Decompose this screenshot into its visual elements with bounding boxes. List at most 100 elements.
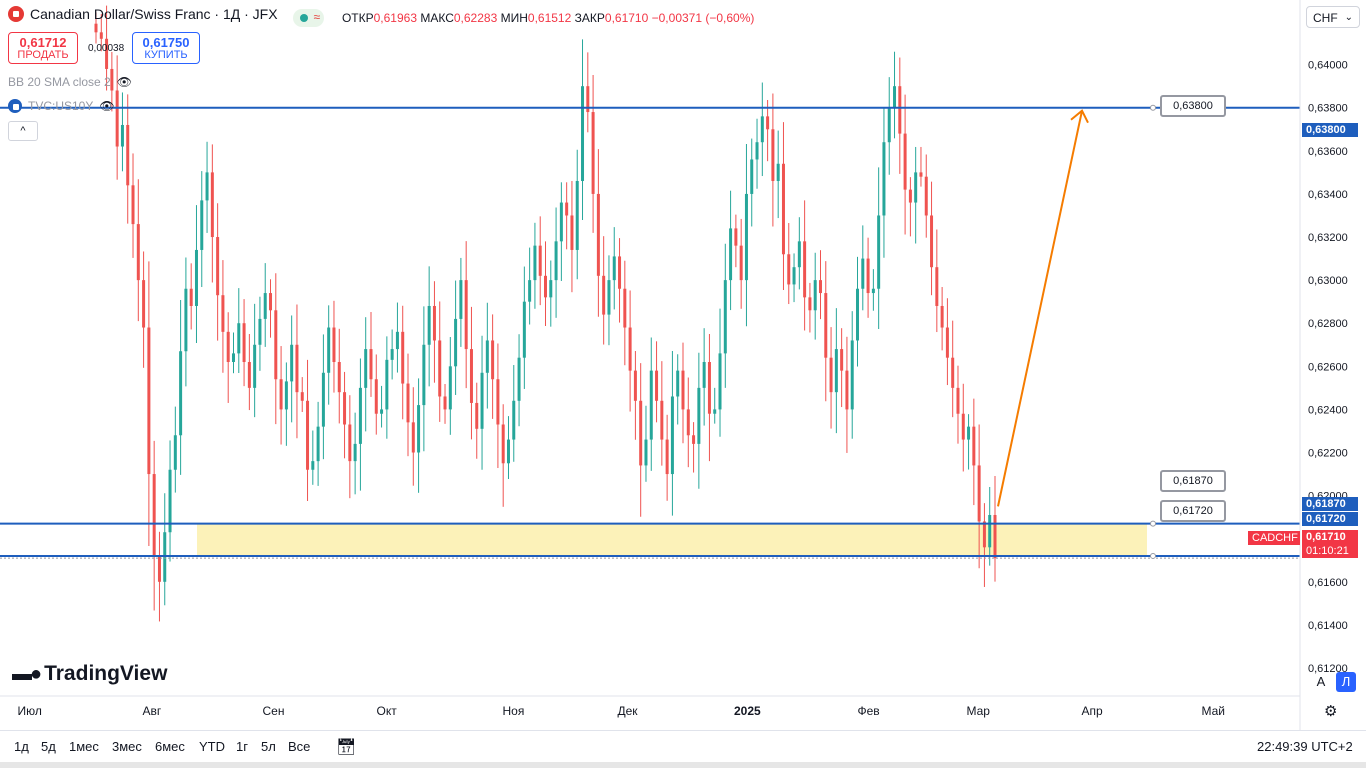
candle-body [544, 275, 547, 298]
candle-body [818, 280, 822, 294]
candle-body [427, 305, 431, 345]
candle-body [99, 32, 103, 39]
currency-select[interactable]: CHF ⌄ [1306, 6, 1360, 28]
buy-label: КУПИТЬ [144, 49, 188, 61]
data-delay-icon: ≈ [313, 10, 321, 25]
timeframe-1y[interactable]: 1г [236, 739, 248, 754]
symbol-info[interactable]: Canadian Dollar/Swiss Franc · 1Д · JFX [8, 6, 278, 22]
candle-body [115, 90, 119, 147]
candle-body [781, 163, 785, 255]
candle-body [295, 344, 299, 393]
auto-scale-button[interactable]: A [1316, 674, 1326, 689]
price-axis-tick: 0,61400 [1308, 620, 1348, 632]
candle-body [813, 280, 817, 311]
candle-body [739, 245, 743, 281]
gear-icon[interactable]: ⚙ [1324, 703, 1338, 720]
indicator-tvc[interactable]: TVC:US10Y 👁︎ [8, 99, 115, 113]
drawing-handle[interactable] [1150, 520, 1156, 527]
clock-display[interactable]: 22:49:39 UTC+2 [1257, 739, 1353, 754]
candle-body [459, 280, 463, 319]
collapse-legend-button[interactable]: ^ [8, 121, 38, 141]
price-axis-tick: 0,64000 [1308, 60, 1348, 72]
indicator-bb[interactable]: BB 20 SMA close 2 👁︎ [8, 75, 132, 89]
candle-body [993, 514, 997, 559]
candle-body [179, 351, 183, 436]
annotation-mid[interactable]: 0,61870 [1160, 470, 1226, 492]
timeframe-ytd[interactable]: YTD [199, 739, 225, 754]
candle-body [570, 215, 574, 250]
candle-body [686, 409, 690, 436]
candle-body [734, 228, 738, 246]
timeframe-1d[interactable]: 1д [14, 739, 29, 754]
timeframe-5d[interactable]: 5д [41, 739, 56, 754]
symbol-title[interactable]: Canadian Dollar/Swiss Franc · 1Д · JFX [30, 6, 278, 22]
candle-body [639, 400, 643, 466]
ohlc-values: ОТКР0,61963 МАКС0,62283 МИН0,61512 ЗАКР0… [342, 11, 754, 25]
drawing-handle[interactable] [1150, 104, 1156, 111]
time-axis-label: Окт [376, 704, 397, 718]
support-zone[interactable] [197, 523, 1147, 556]
sell-button[interactable]: 0,61712 ПРОДАТЬ [8, 32, 78, 64]
candle-body [496, 379, 500, 425]
candle-body [136, 224, 140, 281]
ohlc-low-value: 0,61512 [527, 11, 572, 25]
log-scale-button[interactable]: Л [1336, 672, 1356, 692]
candle-body [369, 349, 373, 380]
candle-body [464, 280, 468, 350]
candle-body [337, 362, 341, 393]
candle-body [850, 340, 854, 410]
buy-price: 0,61750 [142, 35, 190, 50]
candle-body [411, 422, 415, 453]
candle-body [126, 124, 130, 186]
candle-body [279, 379, 283, 410]
candle-body [173, 435, 177, 470]
candle-body [676, 370, 680, 397]
candle-body [935, 267, 939, 306]
currency-value: CHF [1313, 11, 1338, 25]
candle-body [840, 349, 844, 371]
eye-hidden-icon[interactable]: 👁︎ [99, 99, 115, 113]
drawing-handle[interactable] [1150, 552, 1156, 559]
candles [94, 5, 997, 622]
candle-body [374, 379, 378, 414]
candle-body [575, 181, 579, 250]
candle-body [210, 172, 214, 238]
candle-body [517, 357, 521, 401]
annotation-top[interactable]: 0,63800 [1160, 95, 1226, 117]
candle-body [364, 349, 368, 388]
timeframe-all[interactable]: Все [288, 739, 311, 754]
eye-hidden-icon[interactable]: 👁︎ [116, 75, 132, 89]
candle-body [856, 288, 860, 341]
timeframe-6m[interactable]: 6мес [155, 739, 185, 754]
buy-button[interactable]: 0,61750 КУПИТЬ [132, 32, 200, 64]
candle-body [221, 295, 225, 332]
candle-body [253, 344, 257, 388]
candle-body [618, 256, 622, 289]
annotation-low[interactable]: 0,61720 [1160, 500, 1226, 522]
candle-body [612, 256, 616, 281]
ohlc-close-value: 0,61710 [604, 11, 649, 25]
market-status[interactable]: ≈ [293, 9, 325, 28]
time-axis-label: Июл [17, 704, 42, 718]
candle-body [549, 280, 553, 298]
candle-body [184, 288, 188, 352]
candle-body [189, 288, 193, 306]
candle-body [247, 362, 251, 388]
timeframe-3m[interactable]: 3мес [112, 739, 142, 754]
candle-body [792, 267, 796, 285]
time-axis-label: Ноя [502, 704, 525, 718]
candle-body [803, 241, 807, 298]
candle-body [226, 331, 230, 363]
candle-body [633, 370, 637, 401]
candle-body [528, 280, 532, 302]
candle-body [670, 396, 674, 475]
timeframe-5y[interactable]: 5л [261, 739, 276, 754]
timeframe-1m[interactable]: 1мес [69, 739, 99, 754]
candle-body [385, 359, 389, 410]
calendar-range-icon[interactable]: 📅︎ [336, 739, 357, 756]
candle-body [395, 331, 399, 350]
candle-body [903, 133, 907, 190]
projection-arrow[interactable] [997, 109, 1089, 507]
candle-body [147, 327, 151, 475]
